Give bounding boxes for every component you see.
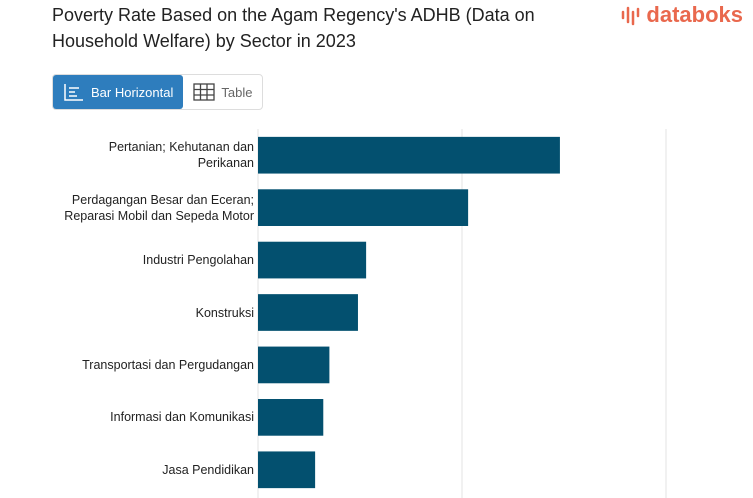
button-label: Bar Horizontal — [91, 84, 174, 100]
logo: databoks — [620, 2, 743, 28]
category-label: Industri Pengolahan — [142, 253, 254, 268]
category-label: Jasa Pendidikan — [162, 462, 254, 477]
logo-text: databoks — [646, 2, 743, 27]
bar — [258, 241, 367, 279]
category-label: Pertanian; Kehutanan dan Perikanan — [108, 140, 254, 171]
button-label: Table — [221, 84, 253, 100]
category-label: Informasi dan Komunikasi — [110, 410, 254, 425]
view-switch: Bar Horizontal Table — [52, 74, 264, 110]
bar — [258, 451, 316, 489]
bar — [258, 136, 560, 174]
category-label: Transportasi dan Pergudangan — [82, 357, 254, 372]
table-icon — [193, 83, 216, 101]
category-label: Perdagangan Besar dan Eceran; Reparasi M… — [64, 192, 254, 223]
bar-horizontal-button[interactable]: Bar Horizontal — [53, 75, 184, 109]
chart-title: Poverty Rate Based on the Agam Regency's… — [52, 5, 535, 51]
bar-icon — [64, 84, 83, 101]
bar — [258, 294, 358, 331]
table-button[interactable]: Table — [183, 75, 262, 109]
bar — [258, 189, 469, 226]
category-label: Konstruksi — [195, 305, 254, 320]
bar — [258, 399, 324, 436]
bar — [258, 346, 330, 384]
logo-icon — [622, 6, 640, 26]
